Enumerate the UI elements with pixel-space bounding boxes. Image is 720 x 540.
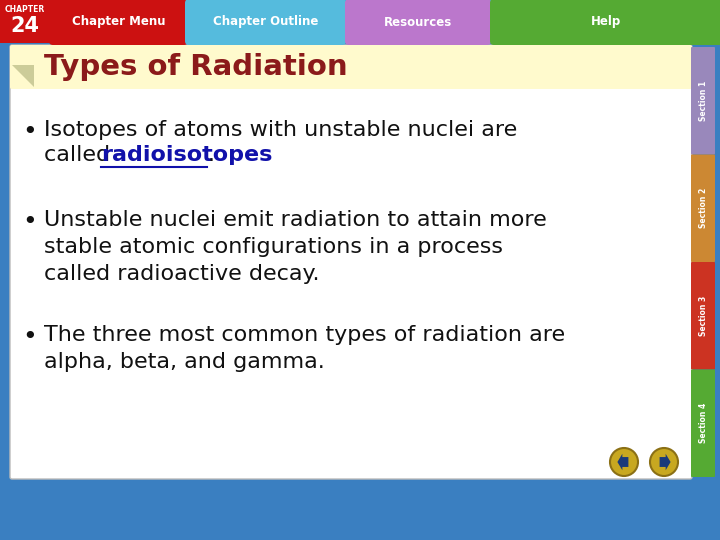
Text: CHAPTER: CHAPTER xyxy=(5,5,45,15)
Text: Types of Radiation: Types of Radiation xyxy=(44,53,348,81)
Text: Section 1: Section 1 xyxy=(698,80,708,121)
Text: Section 3: Section 3 xyxy=(698,295,708,336)
FancyBboxPatch shape xyxy=(691,262,715,369)
Polygon shape xyxy=(660,454,670,470)
Text: radioisotopes: radioisotopes xyxy=(101,145,272,165)
FancyBboxPatch shape xyxy=(345,0,491,45)
FancyBboxPatch shape xyxy=(10,45,692,89)
Text: Chapter Outline: Chapter Outline xyxy=(213,16,318,29)
Text: Unstable nuclei emit radiation to attain more
stable atomic configurations in a : Unstable nuclei emit radiation to attain… xyxy=(44,210,546,285)
Text: •: • xyxy=(22,325,37,349)
Text: 24: 24 xyxy=(11,16,40,36)
FancyBboxPatch shape xyxy=(10,45,692,479)
Polygon shape xyxy=(12,65,34,87)
Text: Chapter Menu: Chapter Menu xyxy=(72,16,166,29)
Text: Section 2: Section 2 xyxy=(698,188,708,228)
FancyBboxPatch shape xyxy=(691,369,715,477)
Text: Isotopes of atoms with unstable nuclei are: Isotopes of atoms with unstable nuclei a… xyxy=(44,120,517,140)
Text: Section 4: Section 4 xyxy=(698,403,708,443)
Text: called: called xyxy=(44,145,117,165)
FancyBboxPatch shape xyxy=(490,0,720,45)
FancyBboxPatch shape xyxy=(691,47,715,154)
Bar xyxy=(0,0,720,43)
Bar xyxy=(5,45,715,485)
Polygon shape xyxy=(618,454,629,470)
FancyBboxPatch shape xyxy=(691,154,715,262)
Bar xyxy=(0,0,50,43)
Circle shape xyxy=(610,448,638,476)
Text: The three most common types of radiation are
alpha, beta, and gamma.: The three most common types of radiation… xyxy=(44,325,565,372)
Circle shape xyxy=(650,448,678,476)
Text: •: • xyxy=(22,210,37,234)
FancyBboxPatch shape xyxy=(49,0,188,45)
Text: •: • xyxy=(22,120,37,144)
FancyBboxPatch shape xyxy=(185,0,346,45)
Text: Resources: Resources xyxy=(384,16,452,29)
Text: Help: Help xyxy=(591,16,621,29)
Text: .: . xyxy=(207,145,215,165)
